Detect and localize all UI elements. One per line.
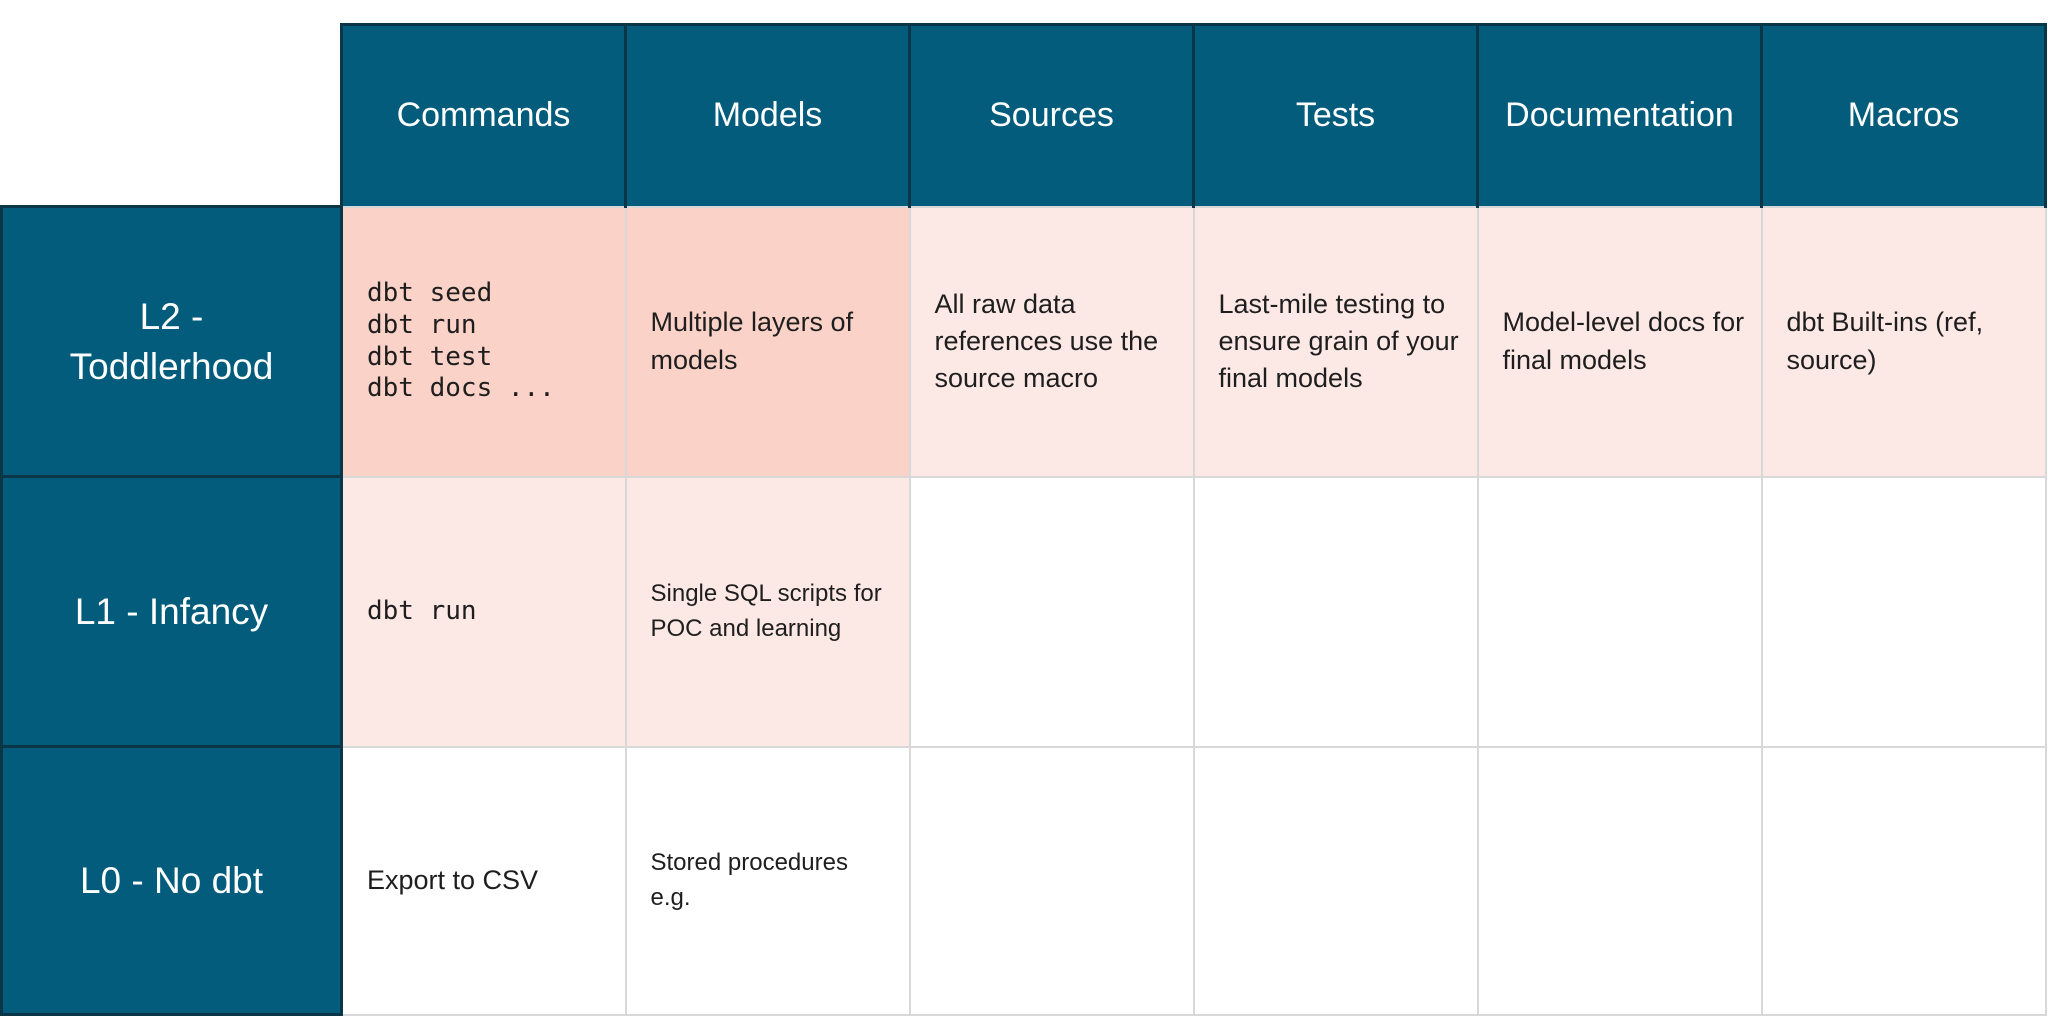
row-l0-no-dbt: L0 - No dbt Export to CSV Stored procedu… bbox=[0, 745, 2047, 1016]
row-header-l1: L1 - Infancy bbox=[0, 475, 343, 748]
cell-l1-macros bbox=[1760, 475, 2047, 748]
cell-l2-tests: Last-mile testing to ensure grain of you… bbox=[1192, 205, 1479, 478]
cell-l2-models: Multiple layers of models bbox=[624, 205, 911, 478]
cell-l2-sources: All raw data references use the source m… bbox=[908, 205, 1195, 478]
cell-l2-documentation: Model-level docs for final models bbox=[1476, 205, 1763, 478]
cell-text: Stored procedures e.g. bbox=[650, 848, 848, 911]
row-l1-infancy: L1 - Infancy dbt run Single SQL scripts … bbox=[0, 475, 2047, 748]
column-header-commands: Commands bbox=[340, 23, 627, 208]
column-header-tests: Tests bbox=[1192, 23, 1479, 208]
cell-l0-commands: Export to CSV bbox=[340, 745, 627, 1016]
cell-l2-macros: dbt Built-ins (ref, source) bbox=[1760, 205, 2047, 478]
cell-l1-sources bbox=[908, 475, 1195, 748]
cell-l0-documentation bbox=[1476, 745, 1763, 1016]
cell-l0-models: Stored procedures e.g. bbox=[624, 745, 911, 1016]
row-header-l2: L2 - Toddlerhood bbox=[0, 205, 343, 478]
column-header-documentation: Documentation bbox=[1476, 23, 1763, 208]
cell-l1-tests bbox=[1192, 475, 1479, 748]
column-header-models: Models bbox=[624, 23, 911, 208]
cell-text: Single SQL scripts for POC and learning bbox=[650, 579, 882, 642]
cell-l0-sources bbox=[908, 745, 1195, 1016]
row-header-l0: L0 - No dbt bbox=[0, 745, 343, 1016]
cell-l1-models: Single SQL scripts for POC and learning bbox=[624, 475, 911, 748]
row-l2-toddlerhood: L2 - Toddlerhood dbt seed dbt run dbt te… bbox=[0, 205, 2047, 478]
dbt-maturity-table: Commands Models Sources Tests Documentat… bbox=[0, 23, 2047, 1016]
cell-l0-macros bbox=[1760, 745, 2047, 1016]
cell-l1-commands: dbt run bbox=[340, 475, 627, 748]
cell-l2-commands: dbt seed dbt run dbt test dbt docs ... bbox=[340, 205, 627, 478]
cell-l1-documentation bbox=[1476, 475, 1763, 748]
header-row: Commands Models Sources Tests Documentat… bbox=[1, 23, 2047, 208]
cell-l0-tests bbox=[1192, 745, 1479, 1016]
column-header-macros: Macros bbox=[1760, 23, 2047, 208]
column-header-sources: Sources bbox=[908, 23, 1195, 208]
corner-cell bbox=[1, 24, 342, 207]
